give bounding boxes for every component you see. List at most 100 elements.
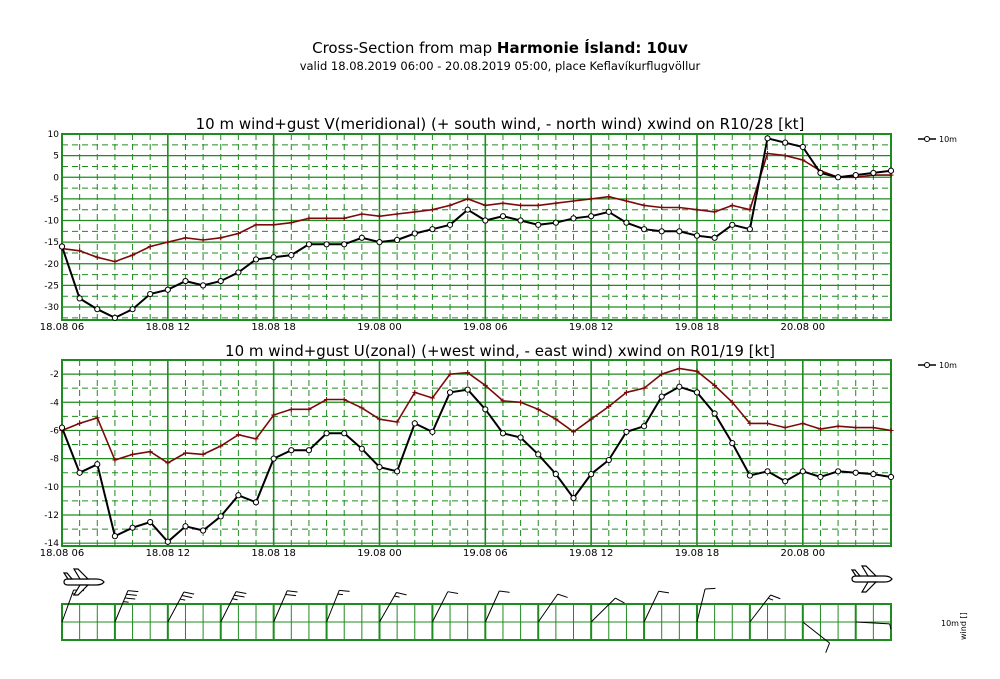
data-point-10m: [746, 472, 753, 479]
data-point-gust: [447, 371, 453, 377]
wind-barb-staff: [696, 588, 706, 623]
wind-barb-staff: [431, 591, 449, 623]
data-point-10m: [799, 143, 806, 151]
y-tick-label: -2: [50, 370, 59, 380]
data-point-gust: [800, 157, 806, 163]
data-point-gust: [747, 420, 753, 426]
data-point-10m: [693, 232, 701, 239]
data-point-10m: [58, 243, 66, 250]
data-point-gust: [588, 416, 594, 422]
data-point-10m: [535, 221, 542, 228]
data-point-gust: [235, 230, 241, 236]
data-point-10m: [147, 290, 154, 298]
data-point-10m: [676, 383, 683, 390]
data-point-gust: [447, 202, 453, 208]
series-line-gust: [61, 152, 891, 263]
data-point-gust: [253, 436, 259, 442]
wind-barb: [273, 590, 298, 623]
wind-barb-staff: [326, 590, 340, 623]
data-point-10m: [111, 533, 119, 540]
data-point-gust: [218, 443, 224, 449]
data-point-gust: [571, 429, 577, 435]
wind-barb-feather: [767, 597, 774, 601]
data-point-10m: [852, 171, 859, 179]
data-point-10m: [147, 518, 154, 526]
data-point-gust: [235, 432, 241, 438]
x-tick-label: 19.08 18: [675, 548, 720, 559]
data-point-gust: [306, 215, 312, 221]
data-point-10m: [764, 468, 771, 475]
data-point-10m: [782, 478, 789, 485]
data-point-gust: [112, 259, 118, 265]
y-tick-label: 10: [48, 130, 60, 140]
data-point-10m: [411, 230, 418, 237]
data-point-10m: [164, 286, 171, 293]
data-point-10m: [482, 217, 489, 224]
wind-barb-feather: [339, 589, 350, 592]
wind-barb-feather: [889, 623, 892, 630]
wind-barb-feather: [615, 597, 625, 604]
data-point-gust: [553, 416, 559, 422]
data-point-gust: [165, 460, 171, 466]
x-tick-label: 19.08 00: [357, 548, 402, 559]
data-point-gust: [394, 211, 400, 217]
wind-barb-feather: [124, 597, 136, 600]
data-point-10m: [870, 471, 877, 478]
data-point-gust: [112, 457, 118, 463]
data-point-gust: [518, 202, 524, 208]
wind-barb-feather: [126, 593, 137, 596]
wind-barb-staff: [802, 621, 830, 644]
data-point-10m: [129, 306, 136, 313]
y-tick-label: -10: [44, 217, 59, 227]
wind-barb-feather: [127, 590, 139, 593]
data-point-10m: [358, 234, 365, 241]
y-tick-label: -5: [50, 195, 59, 205]
data-point-10m: [464, 386, 471, 393]
data-point-gust: [747, 207, 753, 213]
data-point-10m: [200, 282, 207, 289]
wind-barb-staff: [114, 590, 129, 623]
data-point-10m: [887, 167, 895, 174]
data-point-gust: [765, 420, 771, 426]
data-point-gust: [888, 427, 894, 433]
data-point-10m: [746, 226, 753, 233]
wind-barb-feather: [181, 595, 193, 599]
data-point-10m: [394, 468, 401, 475]
y-tick-label: -20: [44, 260, 59, 270]
wind-barb: [61, 589, 85, 623]
data-point-gust: [606, 404, 612, 409]
wind-barb-staff: [379, 592, 397, 623]
wind-barb-feather: [235, 591, 247, 594]
y-tick-label: -15: [44, 238, 59, 248]
series-line-10m: [61, 385, 892, 544]
data-point-gust: [623, 198, 629, 204]
wind-barb: [114, 590, 139, 623]
wind-barb: [696, 587, 716, 623]
y-tick-label: -10: [44, 483, 59, 493]
airplane-fuselage: [63, 578, 105, 586]
data-point-gust: [77, 420, 83, 426]
data-point-gust: [130, 451, 136, 457]
data-point-gust: [465, 370, 471, 376]
data-point-10m: [640, 423, 648, 430]
data-point-10m: [570, 215, 577, 222]
data-point-10m: [446, 221, 454, 228]
data-point-10m: [711, 234, 718, 241]
data-point-10m: [464, 206, 471, 213]
data-point-gust: [94, 415, 100, 421]
data-point-10m: [729, 440, 736, 447]
data-point-10m: [605, 456, 612, 464]
data-point-gust: [571, 198, 577, 204]
wind-barb-feather: [396, 592, 407, 596]
data-point-gust: [659, 371, 665, 377]
data-point-10m: [94, 306, 101, 313]
data-point-gust: [553, 200, 559, 206]
x-tick-label: 19.08 18: [675, 322, 720, 333]
wind-barb: [326, 589, 350, 623]
data-point-10m: [570, 494, 577, 502]
wind-barb: [855, 621, 892, 630]
data-point-gust: [853, 425, 859, 431]
y-tick-label: -8: [50, 455, 59, 465]
data-point-10m: [129, 524, 136, 531]
wind-barb: [167, 591, 195, 623]
